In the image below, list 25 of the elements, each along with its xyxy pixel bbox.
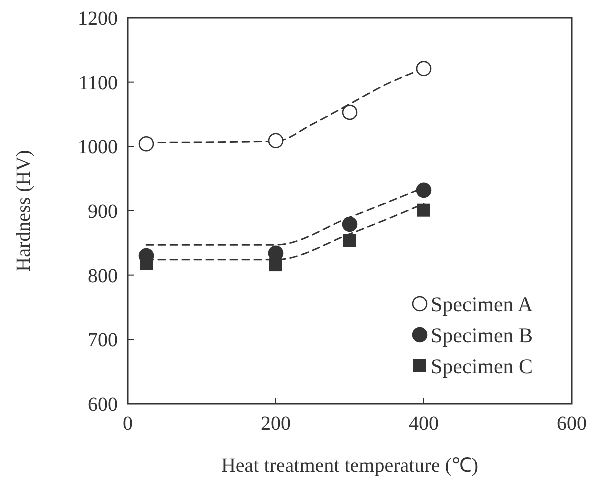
legend-label: Specimen B	[431, 323, 534, 348]
y-axis-title: Hardness (HV)	[13, 150, 35, 272]
legend-label: Specimen A	[431, 292, 534, 316]
point	[418, 204, 430, 217]
point	[138, 136, 154, 152]
y-tick-label: 700	[88, 330, 118, 352]
point	[416, 61, 432, 76]
y-tick-label: 1200	[78, 8, 118, 30]
y-tick-label: 1100	[78, 72, 118, 94]
point	[416, 182, 432, 198]
point	[268, 133, 284, 149]
point	[342, 216, 358, 232]
y-tick-label: 1000	[78, 136, 118, 159]
x-tick-label: 400	[409, 413, 439, 435]
point	[342, 104, 358, 120]
y-tick-label: 600	[88, 394, 118, 416]
point	[344, 234, 356, 248]
x-tick-label: 0	[123, 413, 133, 435]
y-tick-label: 900	[88, 201, 118, 223]
x-axis-title: Heat treatment temperature (℃)	[221, 455, 479, 477]
x-tick-label: 600	[557, 413, 587, 435]
point	[270, 258, 282, 272]
x-tick-label: 200	[261, 413, 291, 435]
legend-label: Specimen C	[431, 354, 534, 378]
y-tick-label: 800	[88, 265, 118, 288]
